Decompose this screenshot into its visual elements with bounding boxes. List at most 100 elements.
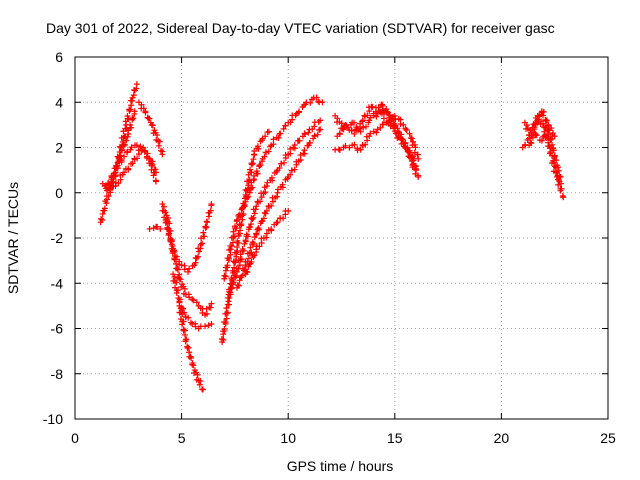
data-point [249, 239, 256, 246]
data-point [280, 125, 287, 132]
data-point [354, 125, 361, 132]
data-point [221, 272, 228, 279]
data-point [265, 148, 272, 155]
data-point [133, 81, 140, 88]
data-point [244, 194, 251, 201]
data-point [227, 289, 234, 296]
data-point [551, 133, 558, 140]
series-track-9 [170, 271, 215, 332]
y-tick-label: 6 [55, 49, 63, 65]
data-point [188, 355, 195, 362]
data-point [397, 135, 404, 142]
data-point [190, 297, 197, 304]
data-point [262, 133, 269, 140]
data-point [543, 117, 550, 124]
data-point [301, 131, 308, 138]
data-point [207, 207, 214, 214]
data-point [118, 157, 125, 164]
data-point [249, 184, 256, 191]
data-point [230, 279, 237, 286]
data-point [166, 230, 173, 237]
data-point [536, 113, 543, 120]
data-point [251, 210, 258, 217]
data-point [256, 243, 263, 250]
data-point [254, 170, 261, 177]
data-point [263, 234, 270, 241]
data-point [369, 103, 376, 110]
data-point [256, 162, 263, 169]
data-point [305, 129, 312, 136]
data-point [263, 207, 270, 214]
data-point [193, 299, 200, 306]
x-tick-label: 0 [71, 430, 79, 446]
data-point [137, 143, 144, 150]
data-point [249, 216, 256, 223]
data-point [554, 164, 561, 171]
data-point [245, 193, 252, 200]
data-point [208, 201, 215, 208]
data-point [228, 284, 235, 291]
data-point [221, 325, 228, 332]
data-point [226, 255, 233, 262]
data-point [261, 153, 268, 160]
data-point [200, 229, 207, 236]
data-point [240, 210, 247, 217]
data-point [234, 216, 241, 223]
data-point [262, 189, 269, 196]
data-point [171, 256, 178, 263]
data-point [257, 198, 264, 205]
data-point [258, 194, 265, 201]
data-point [182, 338, 189, 345]
data-point [197, 378, 204, 385]
data-point [410, 138, 417, 145]
data-point [167, 237, 174, 244]
data-point [232, 258, 239, 265]
data-point [287, 145, 294, 152]
data-point [343, 122, 350, 129]
series-track-1 [97, 81, 140, 226]
data-point [138, 146, 145, 153]
data-point [317, 126, 324, 133]
data-point [545, 131, 552, 138]
data-point [235, 282, 242, 289]
data-point [316, 127, 323, 134]
data-point [230, 228, 237, 235]
data-point [301, 147, 308, 154]
data-point [159, 151, 166, 158]
data-point [550, 147, 557, 154]
data-point [197, 241, 204, 248]
data-point [394, 125, 401, 132]
data-point [273, 219, 280, 226]
data-point [154, 132, 161, 139]
data-point [148, 162, 155, 169]
data-point [278, 160, 285, 167]
data-point [364, 112, 371, 119]
data-point [402, 140, 409, 147]
x-tick-label: 10 [280, 430, 296, 446]
data-point [235, 230, 242, 237]
data-point [243, 231, 250, 238]
data-point [248, 221, 255, 228]
data-point [157, 225, 164, 232]
data-point [99, 216, 106, 223]
data-point [412, 144, 419, 151]
data-point [253, 203, 260, 210]
y-tick-label: -2 [51, 230, 64, 246]
data-point [276, 164, 283, 171]
data-point [540, 112, 547, 119]
series-track-12 [221, 94, 326, 282]
data-point [128, 124, 135, 131]
series-track-18 [332, 112, 422, 162]
data-point [248, 169, 255, 176]
data-point [179, 321, 186, 328]
series-track-15 [242, 207, 292, 278]
data-point [415, 155, 422, 162]
data-point [130, 92, 137, 99]
x-axis-label: GPS time / hours [287, 458, 394, 474]
data-point [547, 136, 554, 143]
data-point [388, 115, 395, 122]
data-point [199, 386, 206, 393]
data-point [285, 207, 292, 214]
data-point [406, 130, 413, 137]
data-point [149, 158, 156, 165]
